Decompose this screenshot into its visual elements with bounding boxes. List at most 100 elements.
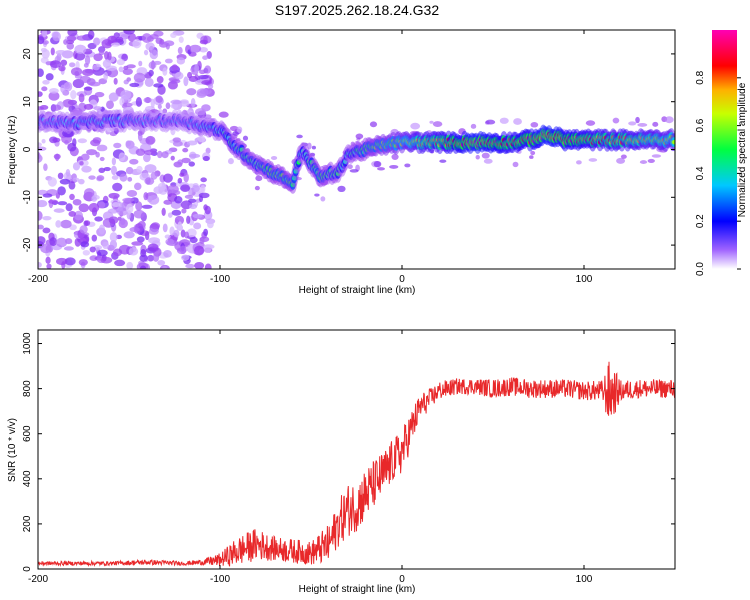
spectrogram-noise-blob [38, 199, 48, 208]
spectrogram-noise-blob [41, 30, 48, 38]
spectrogram-noise-blob [119, 173, 128, 182]
spectrogram-noise-blob [192, 213, 203, 219]
spectrogram-noise-blob [45, 61, 51, 66]
spectrogram-noise-blob [129, 227, 140, 233]
spectrogram-noise-blob [110, 165, 117, 176]
spectrogram-noise-blob [110, 42, 121, 47]
spectrogram-noise-blob [647, 158, 655, 163]
spectrogram-noise-blob [136, 236, 145, 243]
spectrogram-noise-blob [42, 79, 50, 85]
spectrogram-noise-blob [42, 227, 51, 234]
spectrogram-noise-blob [135, 97, 142, 107]
spectrogram-noise-blob [188, 161, 196, 167]
spectrogram-noise-blob [199, 69, 206, 75]
spectrogram-noise-blob [83, 188, 95, 198]
spectrogram-noise-blob [177, 221, 183, 230]
spectrogram-noise-blob [135, 201, 143, 211]
spectrogram-noise-blob [612, 117, 620, 124]
spectrogram-noise-blob [40, 243, 52, 254]
spectrogram-noise-blob [43, 163, 48, 171]
spectrogram-noise-blob [126, 261, 134, 269]
spectrogram-noise-blob [188, 198, 197, 203]
spectrogram-noise-blob [99, 156, 105, 162]
snr-x-tick-label: 0 [399, 574, 405, 585]
spectrogram-noise-blob [218, 111, 229, 118]
spectrogram-noise-blob [170, 99, 182, 105]
spectrogram-noise-blob [129, 82, 140, 88]
spectrogram-noise-blob [185, 263, 195, 269]
spectrogram-noise-blob [193, 245, 205, 256]
spectrogram-noise-blob [204, 263, 212, 269]
spectrogram-noise-blob [38, 142, 42, 147]
spectrogram-noise-blob [52, 137, 61, 143]
spectrogram-noise-blob [197, 135, 206, 143]
spectrogram-noise-blob [139, 254, 149, 262]
spectrogram-noise-blob [113, 77, 118, 85]
spectrogram-noise-blob [181, 208, 187, 214]
colorbar-gradient [712, 30, 737, 269]
snr-y-tick-label: 800 [22, 380, 33, 397]
spectrogram-noise-blob [88, 175, 96, 180]
spectrogram-noise-blob [296, 134, 303, 139]
spectrogram-noise-blob [109, 239, 118, 250]
spectrogram-noise-blob [109, 232, 118, 242]
spectrogram-noise-blob [38, 106, 44, 111]
spectrogram-noise-blob [84, 55, 91, 66]
spectrogram-noise-blob [60, 219, 72, 229]
spectrogram-noise-blob [67, 30, 78, 37]
spectrogram-noise-blob [157, 260, 166, 266]
spectrogram-noise-blob [91, 234, 98, 242]
spectrogram-noise-blob [65, 169, 71, 177]
spectrogram-noise-blob [483, 158, 493, 164]
spectrogram-noise-blob [195, 108, 206, 116]
spectrogram-noise-blob [194, 63, 200, 74]
spectrogram-noise-blob [113, 142, 122, 149]
spectrogram-noise-blob [102, 59, 112, 68]
spectrogram-noise-blob [144, 177, 155, 185]
spectrogram-noise-blob [207, 220, 214, 229]
spectrogram-noise-blob [148, 194, 160, 205]
spectrogram-noise-blob [123, 30, 135, 35]
spectrogram-noise-blob [201, 80, 212, 86]
spectrogram-noise-blob [198, 192, 210, 199]
spectrogram-noise-blob [102, 241, 110, 250]
spectrogram-noise-blob [122, 197, 135, 203]
spectrogram-noise-blob [616, 157, 626, 164]
spectrogram-noise-blob [83, 62, 89, 68]
spectrogram-y-tick-label: -20 [22, 237, 33, 252]
spectrogram-noise-blob [126, 64, 136, 69]
spectrogram-noise-blob [108, 92, 119, 102]
spectrogram-noise-blob [347, 164, 353, 170]
spectrogram-noise-blob [165, 238, 175, 246]
spectrogram-noise-blob [38, 36, 45, 45]
spectrogram-noise-blob [177, 159, 184, 165]
spectrogram-noise-blob [66, 42, 74, 50]
colorbar-tick-label: 0.2 [695, 214, 706, 228]
spectrogram-y-tick-label: 10 [22, 96, 33, 108]
spectrogram-noise-blob [46, 263, 52, 269]
spectrogram-noise-blob [149, 33, 159, 40]
spectrogram-noise-blob [67, 142, 77, 152]
spectrogram-noise-blob [125, 203, 134, 214]
spectrogram-noise-blob [254, 185, 260, 191]
spectrogram-noise-blob [118, 152, 126, 162]
spectrogram-noise-blob [79, 75, 91, 84]
spectrogram-noise-blob [88, 202, 100, 213]
spectrogram-noise-blob [83, 103, 94, 110]
spectrogram-noise-blob [98, 167, 106, 174]
spectrogram-noise-blob [93, 106, 102, 111]
spectrogram-noise-blob [167, 184, 179, 194]
spectrogram-noise-blob [49, 88, 59, 94]
spectrogram-x-tick-label: -200 [28, 274, 48, 285]
spectrogram-noise-blob [76, 35, 89, 41]
spectrogram-noise-blob [167, 212, 173, 218]
spectrogram-noise-blob [78, 178, 85, 185]
spectrogram-noise-blob [45, 73, 54, 81]
spectrogram-noise-blob [150, 98, 155, 109]
colorbar-tick-label: 0.0 [695, 262, 706, 276]
spectrogram-noise-blob [188, 204, 198, 210]
spectrogram-noise-blob [121, 53, 129, 62]
spectrogram-noise-blob [189, 44, 202, 53]
spectrogram-noise-blob [93, 53, 103, 62]
